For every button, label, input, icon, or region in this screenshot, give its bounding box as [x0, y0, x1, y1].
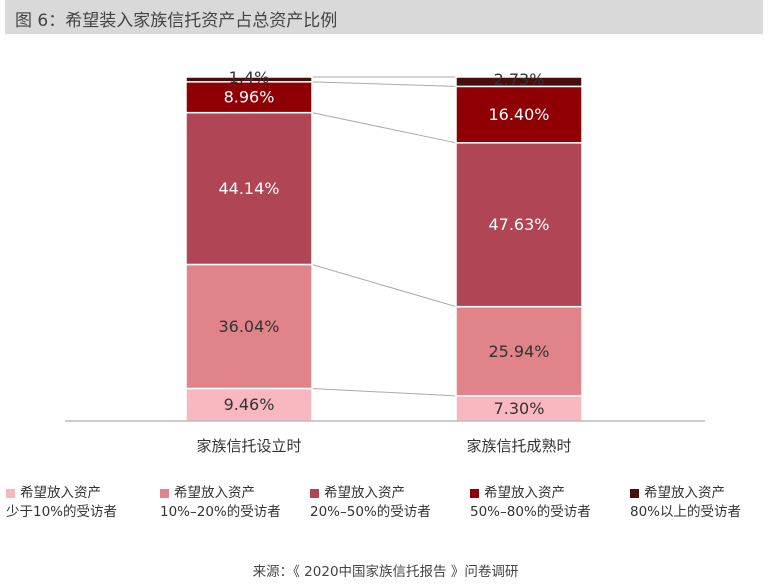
legend: 希望放入资产 少于10%的受访者 希望放入资产 10%–20%的受访者 希望放入资产 20… [0, 484, 771, 524]
legend-label-line2: 少于10%的受访者 [6, 504, 118, 520]
x-tick-label-0: 家族信托设立时 [196, 437, 301, 455]
data-label-0-2: 44.14% [218, 179, 279, 198]
legend-label-line1: 希望放入资产 [630, 484, 741, 503]
data-label-0-4: 1.4% [229, 68, 270, 87]
figure-header: 图 6：希望装入家族信托资产占总资产比例 [5, 0, 763, 34]
legend-text-1: 希望放入资产 [20, 485, 101, 501]
legend-swatch [630, 489, 639, 498]
legend-label-line2: 50%–80%的受访者 [470, 504, 591, 520]
data-label-0-0: 9.46% [224, 395, 275, 414]
bar-segment-0-2 [185, 111, 313, 266]
x-tick-label-1: 家族信托成熟时 [466, 437, 571, 455]
x-tick-labels: 家族信托设立时 家族信托成熟时 [196, 437, 571, 455]
bar-segment-0-3 [185, 81, 313, 114]
legend-item-3: 希望放入资产 50%–80%的受访者 [470, 484, 591, 522]
source-note: 来源：《 2020中国家族信托报告 》问卷调研 [252, 564, 519, 580]
legend-label-line1: 希望放入资产 [6, 484, 117, 503]
legend-swatch [470, 489, 479, 498]
legend-label-line1: 希望放入资产 [160, 484, 281, 503]
legend-label-line1: 希望放入资产 [310, 484, 431, 503]
data-label-1-1: 25.94% [488, 342, 549, 361]
connector-line-3 [311, 112, 457, 144]
legend-item-0: 希望放入资产少于10%的受访者 [6, 484, 117, 522]
legend-text-1: 希望放入资产 [484, 485, 565, 501]
legend-item-2: 希望放入资产 20%–50%的受访者 [310, 484, 431, 522]
data-label-1-4: 2.73% [494, 70, 545, 89]
data-label-0-1: 36.04% [218, 317, 279, 336]
legend-label-line2: 20%–50%的受访者 [310, 504, 431, 520]
bar-segment-1-4 [455, 76, 583, 88]
legend-swatch [310, 489, 319, 498]
legend-text-1: 希望放入资产 [324, 485, 405, 501]
bar-segment-1-1 [455, 305, 583, 397]
legend-text-1: 希望放入资产 [644, 485, 725, 501]
legend-swatch [6, 489, 15, 498]
bar-segment-1-2 [455, 142, 583, 308]
legend-swatch [160, 489, 169, 498]
connector-line-2 [311, 264, 457, 308]
data-label-1-0: 7.30% [494, 399, 545, 418]
legend-item-1: 希望放入资产 10%–20%的受访者 [160, 484, 281, 522]
bar-segment-1-3 [455, 85, 583, 144]
data-label-1-2: 47.63% [488, 215, 549, 234]
figure-title: 图 6：希望装入家族信托资产占总资产比例 [15, 11, 338, 31]
data-label-1-3: 16.40% [488, 105, 549, 124]
connector-line-1 [311, 387, 457, 397]
legend-label-line2: 80%以上的受访者 [630, 504, 742, 520]
bars-group: 9.46% 36.04% 44.14% 8.96%1.4% 7.30% 25.94% 47.… [185, 68, 583, 422]
legend-item-4: 希望放入资产 80%以上的受访者 [630, 484, 741, 522]
legend-label-line1: 希望放入资产 [470, 484, 591, 503]
bar-segment-0-4 [185, 76, 313, 83]
legend-label-line2: 10%–20%的受访者 [160, 504, 281, 520]
connector-lines [311, 76, 457, 397]
stacked-bar-chart: 9.46% 36.04% 44.14% 8.96%1.4% 7.30% 25.94% 47.… [65, 68, 705, 455]
data-label-0-3: 8.96% [224, 88, 275, 107]
legend-text-1: 希望放入资产 [174, 485, 255, 501]
connector-line-4 [311, 81, 457, 87]
